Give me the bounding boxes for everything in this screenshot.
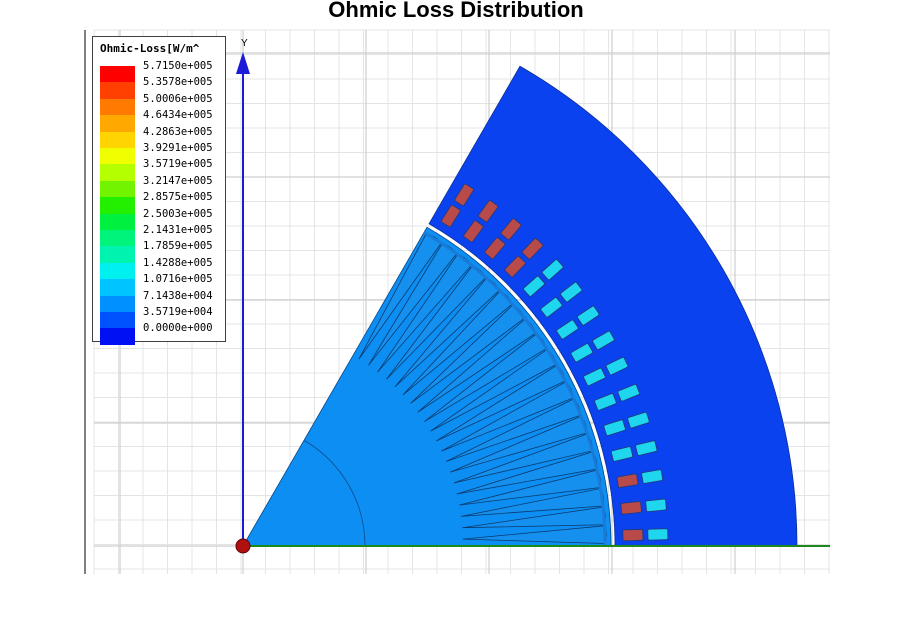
legend-entry: 3.2147e+005 bbox=[93, 175, 227, 198]
legend-entry: 4.6434e+005 bbox=[93, 109, 227, 132]
legend-value: 4.6434e+005 bbox=[143, 109, 213, 122]
legend-value: 1.7859e+005 bbox=[143, 240, 213, 253]
legend-entry: 5.3578e+005 bbox=[93, 76, 227, 99]
conductor-bar-low-loss bbox=[617, 383, 640, 402]
legend-swatch bbox=[100, 82, 135, 99]
legend-swatch bbox=[100, 131, 135, 148]
conductor-bar-low-loss bbox=[570, 343, 594, 363]
y-axis-label: Y bbox=[241, 38, 248, 49]
legend-value: 4.2863e+005 bbox=[143, 125, 213, 138]
conductor-bar-high-loss bbox=[500, 218, 522, 241]
conductor-bar-low-loss bbox=[645, 498, 667, 513]
plot-title: Ohmic Loss Distribution bbox=[328, 0, 584, 22]
conductor-bar-low-loss bbox=[541, 259, 564, 281]
conductor-bar-high-loss bbox=[504, 255, 526, 278]
color-legend[interactable]: Ohmic-Loss[W/m^ 5.7150e+005 5.3578e+005 5.… bbox=[92, 36, 227, 345]
legend-swatch bbox=[100, 66, 135, 83]
legend-value: 5.0006e+005 bbox=[143, 92, 213, 105]
legend-swatch bbox=[100, 328, 135, 345]
conductor-bar-high-loss bbox=[622, 528, 644, 542]
conductor-bars[interactable] bbox=[440, 183, 669, 542]
conductor-bar-low-loss bbox=[627, 411, 650, 429]
legend-swatch bbox=[100, 295, 135, 312]
legend-swatch bbox=[100, 246, 135, 263]
legend-swatch bbox=[100, 164, 135, 181]
legend-swatch bbox=[100, 312, 135, 329]
coordinate-axes bbox=[235, 52, 830, 554]
legend-entry: 2.8575e+005 bbox=[93, 191, 227, 214]
legend-value: 3.5719e+004 bbox=[143, 306, 213, 318]
legend-entry: 1.4288e+005 bbox=[93, 257, 227, 280]
conductor-bar-high-loss bbox=[521, 237, 544, 260]
legend-value: 1.0716e+005 bbox=[143, 273, 213, 286]
legend-entry: 3.5719e+004 bbox=[93, 306, 227, 329]
conductor-bar-low-loss bbox=[610, 446, 634, 462]
conductor-bar-low-loss bbox=[594, 393, 617, 411]
conductor-bar-high-loss bbox=[484, 237, 506, 260]
legend-value: 3.9291e+005 bbox=[143, 142, 213, 154]
conductor-bar-high-loss bbox=[454, 183, 475, 207]
legend-entry: 5.7150e+005 bbox=[93, 60, 227, 83]
legend-entry: 4.2863e+005 bbox=[93, 126, 227, 148]
legend-swatch bbox=[100, 230, 135, 247]
conductor-bar-low-loss bbox=[592, 330, 615, 351]
legend-entry: 7.1438e+004 bbox=[93, 290, 227, 312]
legend-value: 7.1438e+004 bbox=[143, 289, 213, 302]
y-axis-arrow bbox=[236, 52, 250, 74]
legend-swatch bbox=[100, 115, 135, 132]
legend-swatch bbox=[100, 262, 135, 280]
rotor-inner-arc bbox=[303, 439, 366, 547]
conductor-bar-low-loss bbox=[540, 297, 563, 318]
stator-core[interactable] bbox=[428, 65, 798, 547]
legend-value: 2.8575e+005 bbox=[143, 191, 213, 204]
legend-value: 5.7150e+005 bbox=[143, 60, 213, 72]
origin-marker bbox=[235, 538, 251, 554]
legend-value: 3.2147e+005 bbox=[143, 174, 213, 187]
conductor-bar-low-loss bbox=[560, 281, 583, 303]
legend-entry: 5.0006e+005 bbox=[93, 93, 227, 116]
legend-value: 3.5719e+005 bbox=[143, 158, 213, 171]
conductor-bar-low-loss bbox=[556, 319, 579, 340]
conductor-bar-low-loss bbox=[605, 356, 629, 376]
conductor-bar-low-loss bbox=[641, 469, 664, 484]
conductor-bar-high-loss bbox=[616, 473, 639, 489]
conductor-bar-high-loss bbox=[463, 220, 484, 243]
legend-swatch bbox=[100, 148, 135, 165]
legend-value: 5.3578e+005 bbox=[143, 76, 213, 89]
legend-entry: 1.0716e+005 bbox=[93, 273, 227, 296]
rotor-slots bbox=[358, 231, 607, 547]
rotor-rim bbox=[423, 231, 607, 547]
legend-entry: 3.5719e+005 bbox=[93, 158, 227, 181]
legend-entry: 2.1431e+005 bbox=[93, 224, 227, 247]
conductor-bar-low-loss bbox=[647, 528, 669, 541]
legend-entry: 2.5003e+005 bbox=[93, 208, 227, 230]
machine-cross-section[interactable] bbox=[242, 65, 798, 547]
legend-value: 2.1431e+005 bbox=[143, 224, 213, 236]
conductor-bar-low-loss bbox=[603, 419, 626, 437]
legend-entry: 1.7859e+005 bbox=[93, 240, 227, 263]
legend-title: Ohmic-Loss[W/m^ bbox=[100, 42, 200, 55]
conductor-bar-high-loss bbox=[440, 204, 461, 228]
legend-entry: 3.9291e+005 bbox=[93, 142, 227, 165]
conductor-bar-high-loss bbox=[477, 200, 499, 223]
conductor-bar-low-loss bbox=[635, 440, 658, 456]
conductor-bar-high-loss bbox=[620, 501, 642, 515]
legend-swatch bbox=[100, 197, 135, 214]
legend-swatch bbox=[100, 98, 135, 116]
legend-value: 2.5003e+005 bbox=[143, 207, 213, 220]
legend-value: 0.0000e+000 bbox=[143, 322, 213, 335]
conductor-bar-low-loss bbox=[576, 305, 600, 326]
legend-swatch bbox=[100, 279, 135, 296]
legend-value: 1.4288e+005 bbox=[143, 256, 213, 269]
conductor-bar-low-loss bbox=[523, 275, 545, 297]
legend-swatch bbox=[100, 180, 135, 198]
legend-entry: 0.0000e+000 bbox=[93, 322, 227, 345]
conductor-bar-low-loss bbox=[583, 367, 606, 387]
legend-swatch bbox=[100, 213, 135, 230]
